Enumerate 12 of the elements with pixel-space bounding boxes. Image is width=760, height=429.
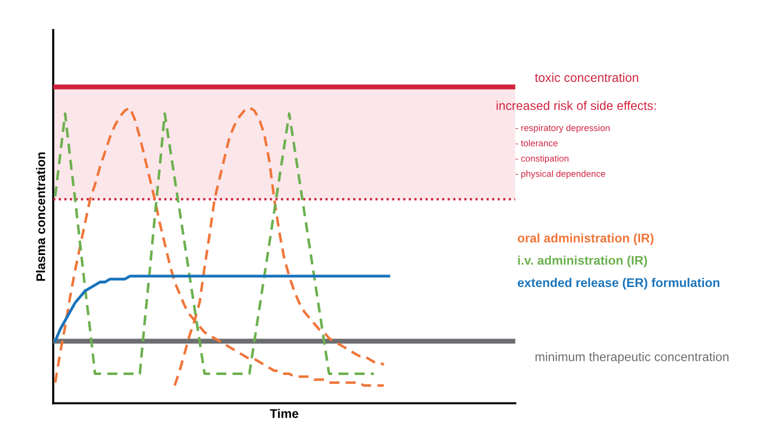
text: - constipation bbox=[516, 155, 568, 164]
band-label: increased risk of side effects: bbox=[496, 100, 656, 110]
text: i.v. administration (IR) bbox=[518, 256, 648, 268]
text: oral administration (IR) bbox=[518, 233, 654, 245]
ref-line-label: toxic concentration bbox=[534, 72, 638, 82]
text: - tolerance bbox=[516, 140, 558, 146]
y-axis-title: Plasma concentration bbox=[36, 152, 46, 281]
text: extended release (ER) formulation bbox=[518, 278, 720, 290]
text: - respiratory depression bbox=[516, 124, 610, 133]
text: - physical dependence bbox=[516, 170, 606, 179]
x-axis-title: Time bbox=[270, 408, 298, 418]
ref-line-label: minimum therapeutic concentration bbox=[536, 352, 728, 364]
